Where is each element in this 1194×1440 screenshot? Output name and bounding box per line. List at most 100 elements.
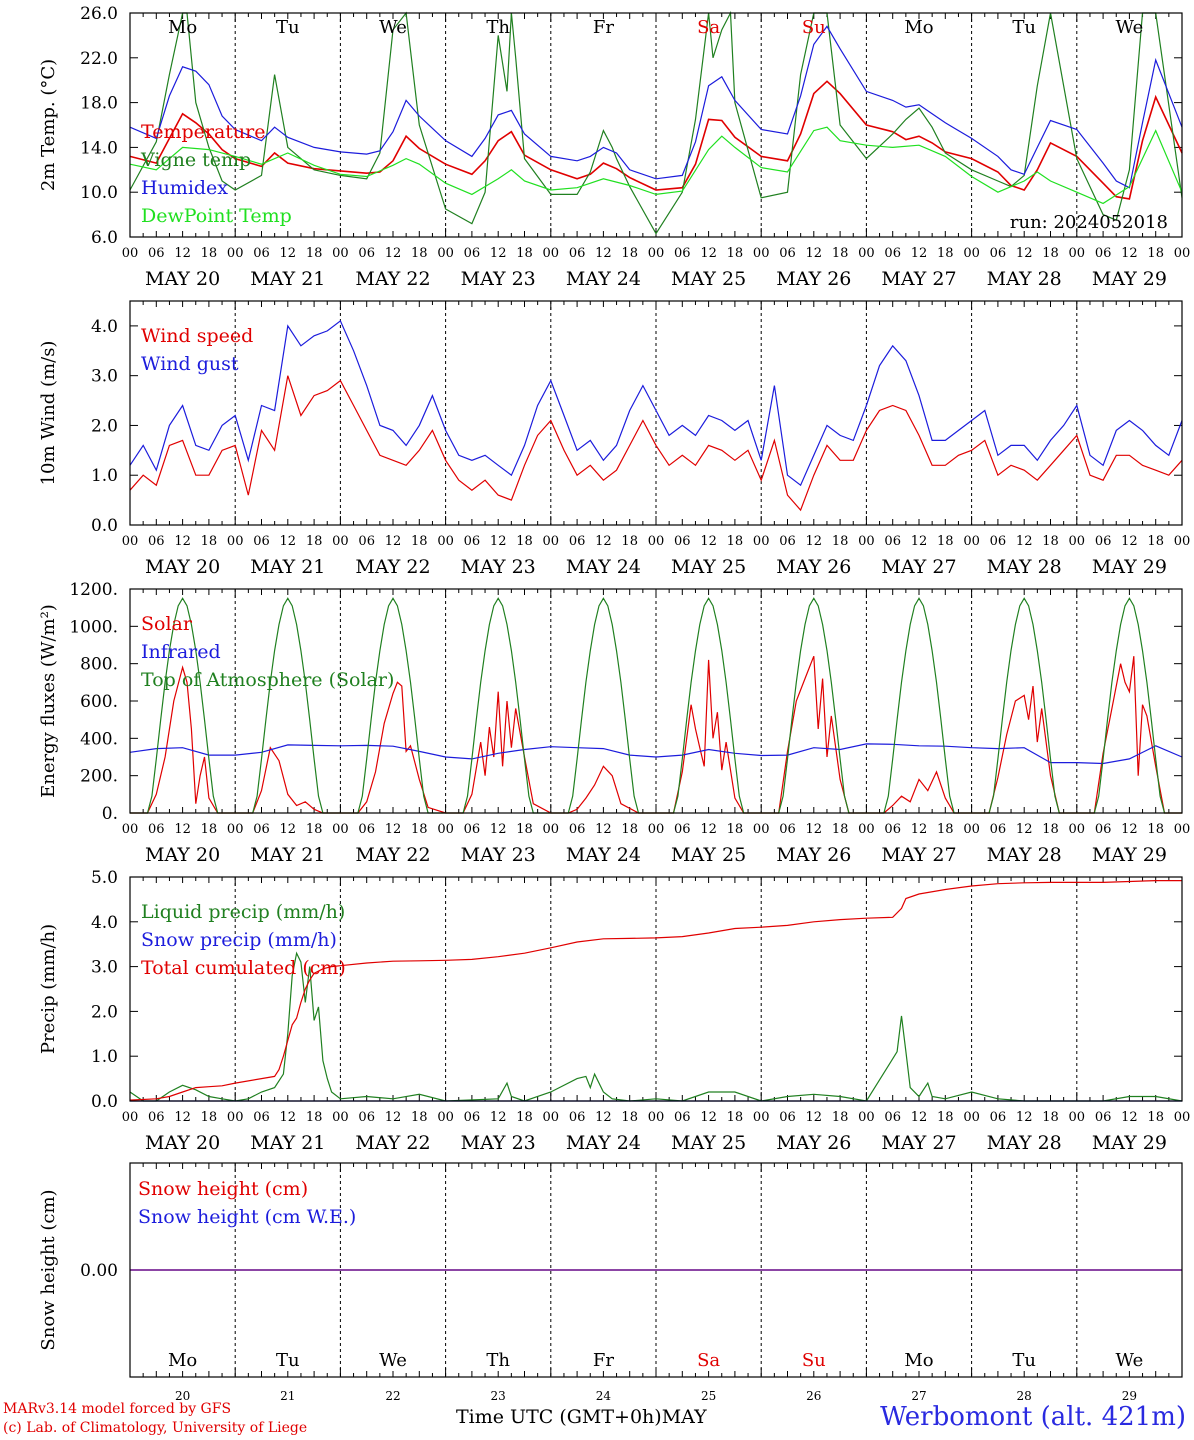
y-tick-label: 1000.	[69, 617, 118, 637]
date-label: MAY 22	[355, 1132, 430, 1154]
hour-tick-label: 12	[1121, 822, 1138, 837]
hour-tick-label: 06	[674, 822, 691, 837]
y-tick-label: 0.0	[91, 516, 118, 536]
model-credit: MARv3.14 model forced by GFS	[3, 1401, 232, 1417]
hour-tick-label: 06	[253, 1110, 270, 1125]
date-label: MAY 20	[145, 844, 220, 866]
hour-tick-label: 06	[990, 1110, 1007, 1125]
hour-tick-label: 00	[122, 822, 139, 837]
station-title: Werbomont (alt. 421m)	[880, 1402, 1186, 1432]
hour-tick-label: 12	[174, 822, 191, 837]
weekday-label: We	[379, 1350, 407, 1371]
hour-tick-label: 12	[490, 1110, 507, 1125]
hour-tick-label: 18	[727, 1110, 744, 1125]
legend-entry: Temperature	[141, 121, 265, 143]
hour-tick-label: 06	[358, 822, 375, 837]
hour-tick-label: 12	[174, 534, 191, 549]
hour-tick-label: 18	[1147, 1110, 1164, 1125]
date-label: MAY 23	[461, 268, 536, 290]
hour-tick-label: 18	[306, 1110, 323, 1125]
day-number-label: 22	[385, 1389, 400, 1403]
hour-tick-label: 06	[464, 822, 481, 837]
hour-tick-label: 00	[1069, 1110, 1086, 1125]
day-number-label: 28	[1017, 1389, 1032, 1403]
date-label: MAY 29	[1092, 1132, 1167, 1154]
hour-tick-label: 00	[963, 246, 980, 261]
hour-tick-label: 00	[437, 1110, 454, 1125]
hour-tick-label: 00	[543, 534, 560, 549]
hour-tick-label: 18	[832, 1110, 849, 1125]
series-line	[129, 10, 1183, 235]
date-label: MAY 27	[881, 268, 956, 290]
hour-tick-label: 00	[332, 246, 349, 261]
legend-entry: Snow height (cm W.E.)	[138, 1206, 356, 1228]
hour-tick-label: 00	[963, 822, 980, 837]
hour-tick-label: 12	[174, 246, 191, 261]
hour-tick-label: 00	[332, 534, 349, 549]
hour-tick-label: 06	[464, 246, 481, 261]
hour-tick-label: 06	[569, 1110, 586, 1125]
hour-tick-label: 12	[700, 246, 717, 261]
hour-tick-label: 00	[543, 246, 560, 261]
weekday-label: Tu	[1012, 17, 1036, 38]
hour-tick-label: 12	[806, 246, 823, 261]
y-tick-label: 3.0	[91, 367, 118, 387]
hour-tick-label: 00	[1069, 822, 1086, 837]
hour-tick-label: 06	[1095, 534, 1112, 549]
weekday-label: Tu	[276, 1350, 300, 1371]
series-line	[129, 880, 1182, 1101]
y-axis-label: 2m Temp. (°C)	[38, 59, 59, 191]
hour-tick-label: 00	[753, 1110, 770, 1125]
hour-tick-label: 12	[911, 1110, 928, 1125]
hour-tick-label: 12	[595, 1110, 612, 1125]
hour-tick-label: 12	[280, 534, 297, 549]
hour-tick-label: 06	[148, 246, 165, 261]
hour-tick-label: 12	[385, 1110, 402, 1125]
hour-tick-label: 12	[806, 1110, 823, 1125]
hour-tick-label: 00	[122, 534, 139, 549]
legend-entry: Solar	[141, 613, 193, 635]
hour-tick-label: 00	[227, 246, 244, 261]
y-tick-label: 4.0	[91, 913, 118, 933]
hour-tick-label: 06	[253, 534, 270, 549]
date-label: MAY 28	[987, 1132, 1062, 1154]
hour-tick-label: 18	[1042, 246, 1059, 261]
date-label: MAY 28	[987, 844, 1062, 866]
day-number-label: 23	[491, 1389, 506, 1403]
day-number-label: 20	[175, 1389, 190, 1403]
hour-tick-label: 06	[358, 246, 375, 261]
hour-tick-label: 00	[963, 1110, 980, 1125]
date-label: MAY 24	[566, 268, 641, 290]
hour-tick-label: 06	[990, 534, 1007, 549]
weekday-label: Su	[802, 1350, 826, 1371]
hour-tick-label: 00	[858, 246, 875, 261]
hour-tick-label: 06	[990, 246, 1007, 261]
hour-tick-label: 18	[1147, 534, 1164, 549]
y-axis-label: Snow height (cm)	[38, 1189, 59, 1350]
hour-tick-label: 18	[727, 534, 744, 549]
hour-tick-label: 12	[1016, 246, 1033, 261]
date-label: MAY 27	[881, 844, 956, 866]
hour-tick-label: 18	[832, 534, 849, 549]
series-line	[129, 319, 1183, 487]
series-line	[129, 80, 1183, 200]
hour-tick-label: 12	[700, 534, 717, 549]
hour-tick-label: 18	[937, 246, 954, 261]
hour-tick-label: 06	[884, 246, 901, 261]
panel-frame	[129, 1162, 1183, 1378]
date-label: MAY 27	[881, 1132, 956, 1154]
hour-tick-label: 00	[648, 822, 665, 837]
hour-tick-label: 06	[1095, 246, 1112, 261]
hour-tick-label: 12	[911, 534, 928, 549]
hour-tick-label: 00	[332, 822, 349, 837]
date-label: MAY 21	[250, 268, 325, 290]
hour-tick-label: 00	[1174, 534, 1191, 549]
y-tick-label: 400.	[80, 729, 118, 749]
legend-entry: Infrared	[141, 641, 221, 663]
date-label: MAY 26	[776, 556, 851, 578]
hour-tick-label: 18	[306, 534, 323, 549]
hour-tick-label: 06	[569, 246, 586, 261]
series-line	[129, 743, 1183, 765]
hour-tick-label: 12	[1016, 822, 1033, 837]
hour-tick-label: 06	[779, 1110, 796, 1125]
